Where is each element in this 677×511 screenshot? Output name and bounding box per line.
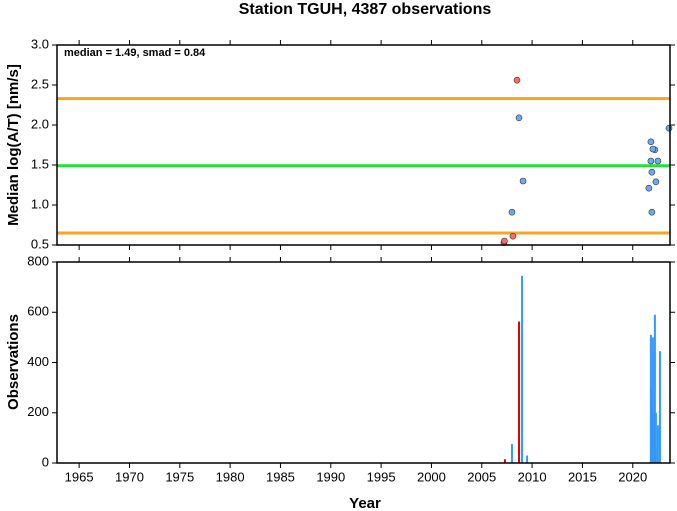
x-tick-label: 2020 (618, 469, 647, 484)
x-tick-label: 2000 (417, 469, 446, 484)
bar (654, 412, 657, 463)
bar (656, 425, 659, 463)
bar (526, 455, 529, 463)
x-tick-label: 2015 (568, 469, 597, 484)
bar (658, 351, 661, 463)
y-tick-label: 2.5 (31, 76, 49, 91)
y-tick-label: 0 (42, 454, 49, 469)
bar (510, 444, 513, 463)
bar (652, 412, 655, 463)
y-axis-label: Observations (5, 314, 22, 410)
x-tick-label: 2010 (518, 469, 547, 484)
bar (503, 459, 506, 463)
y-tick-label: 200 (27, 404, 49, 419)
bar (521, 275, 524, 463)
x-tick-label: 1970 (115, 469, 144, 484)
x-tick-label: 1975 (165, 469, 194, 484)
y-tick-label: 2.0 (31, 116, 49, 131)
bar (651, 337, 654, 463)
bar (650, 387, 653, 463)
point (652, 178, 660, 186)
point (645, 184, 653, 192)
point (648, 208, 656, 216)
point (648, 168, 656, 176)
y-tick-label: 600 (27, 304, 49, 319)
point (515, 114, 523, 122)
y-tick-label: 400 (27, 354, 49, 369)
annotation: median = 1.49, smad = 0.84 (64, 47, 206, 59)
x-axis-label: Year (349, 495, 381, 511)
x-tick-label: 1985 (266, 469, 295, 484)
point (509, 232, 517, 240)
point (647, 157, 655, 165)
bar (653, 314, 656, 463)
x-tick-label: 1980 (216, 469, 245, 484)
y-tick-label: 1.0 (31, 196, 49, 211)
point (501, 237, 508, 245)
y-tick-label: 0.5 (31, 236, 49, 251)
point (508, 208, 516, 216)
plot-frame (56, 261, 671, 464)
bar (649, 334, 652, 463)
point (654, 157, 662, 165)
x-tick-label: 1990 (316, 469, 345, 484)
point (649, 145, 657, 153)
y-tick-label: 3.0 (31, 36, 49, 51)
x-tick-label: 2005 (467, 469, 496, 484)
plot-frame (56, 44, 671, 246)
x-tick-label: 1965 (65, 469, 94, 484)
point (519, 177, 527, 185)
point (665, 124, 673, 132)
x-tick-label: 1995 (367, 469, 396, 484)
y-axis-label: Median log(A/T) [nm/s] (5, 64, 22, 226)
chart-title: Station TGUH, 4387 observations (239, 1, 492, 18)
y-tick-label: 800 (27, 253, 49, 268)
point (513, 76, 521, 84)
point (647, 138, 655, 146)
y-tick-label: 1.5 (31, 156, 49, 171)
bar (518, 321, 521, 463)
